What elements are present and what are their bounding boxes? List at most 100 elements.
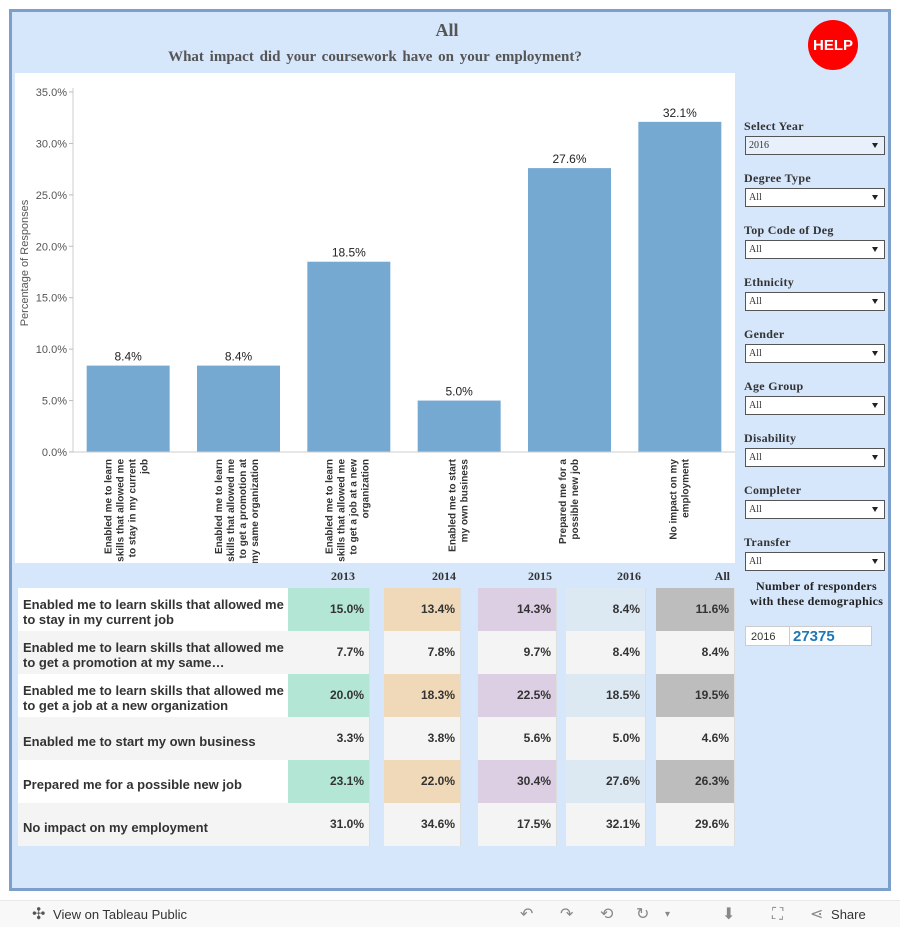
x-tick-label-line: job bbox=[140, 459, 151, 475]
filter-label-select-year: Select Year bbox=[744, 119, 804, 133]
share-button[interactable]: ⋖ Share bbox=[810, 901, 866, 928]
filter-select-disability[interactable]: All bbox=[745, 448, 885, 467]
bar-data-label: 8.4% bbox=[114, 350, 142, 364]
filter-select-gender[interactable]: All bbox=[745, 344, 885, 363]
bar bbox=[528, 168, 611, 452]
table-cell: 14.3% bbox=[478, 588, 557, 631]
download-icon[interactable]: ⬇ bbox=[722, 906, 736, 923]
bars-group: 8.4% 8.4% 18.5% 5.0% 27.6% 32.1% bbox=[86, 106, 722, 453]
table-row-label: Prepared me for a possible new job bbox=[18, 760, 291, 803]
y-tick-label: 20.0% bbox=[36, 241, 67, 253]
pause-chevron-icon[interactable]: ▾ bbox=[665, 909, 671, 920]
bar bbox=[197, 365, 280, 452]
redo-icon[interactable]: ↷ bbox=[560, 906, 574, 923]
tableau-toolbar: ✣ View on Tableau Public ↶ ↷ ⟲ ↻ ▾ ⬇ ⛶ ⋖… bbox=[0, 900, 900, 927]
filter-select-select-year[interactable]: 2016 bbox=[745, 136, 885, 155]
chevron-down-icon bbox=[872, 403, 878, 408]
table-cell: 5.0% bbox=[566, 717, 646, 760]
table-cell: 20.0% bbox=[288, 674, 370, 717]
filter-value: All bbox=[749, 504, 762, 515]
x-tick-label-line: to get a job at a new bbox=[348, 459, 359, 555]
x-tick-label-line: organization bbox=[360, 459, 371, 518]
bar bbox=[417, 400, 501, 452]
filter-select-degree-type[interactable]: All bbox=[745, 188, 885, 207]
revert-icon[interactable]: ⟲ bbox=[600, 906, 614, 923]
filter-label-degree-type: Degree Type bbox=[744, 171, 811, 185]
bar-data-label: 18.5% bbox=[332, 246, 366, 260]
filter-select-completer[interactable]: All bbox=[745, 500, 885, 519]
column-header-2015: 2015 bbox=[528, 569, 552, 583]
table-cell: 8.4% bbox=[656, 631, 735, 674]
filter-value: 2016 bbox=[749, 140, 769, 151]
table-cell: 3.3% bbox=[288, 717, 370, 760]
filter-value: All bbox=[749, 348, 762, 359]
x-tick-label-line: to get a promotion at bbox=[238, 458, 249, 558]
bar-data-label: 8.4% bbox=[225, 350, 253, 364]
y-tick-label: 35.0% bbox=[36, 87, 67, 99]
chevron-down-icon bbox=[872, 559, 878, 564]
filter-label-ethnicity: Ethnicity bbox=[744, 275, 795, 289]
table-row-label: Enabled me to learn skills that allowed … bbox=[18, 588, 291, 631]
filter-select-age-group[interactable]: All bbox=[745, 396, 885, 415]
responders-title: Number of responders with these demograp… bbox=[749, 579, 884, 608]
refresh-icon[interactable]: ↻ bbox=[636, 906, 650, 923]
filter-label-completer: Completer bbox=[744, 483, 802, 497]
view-on-tableau-link[interactable]: ✣ View on Tableau Public bbox=[32, 901, 187, 928]
filter-label-transfer: Transfer bbox=[744, 535, 791, 549]
table-cell: 8.4% bbox=[566, 631, 646, 674]
filter-label-age-group: Age Group bbox=[744, 379, 804, 393]
filter-label-top-code-of-deg: Top Code of Deg bbox=[744, 223, 834, 237]
table-cell: 22.5% bbox=[478, 674, 557, 717]
help-button[interactable]: HELP bbox=[808, 20, 858, 70]
undo-icon[interactable]: ↶ bbox=[520, 906, 534, 923]
bar bbox=[638, 121, 722, 453]
filter-label-gender: Gender bbox=[744, 327, 785, 341]
dashboard-title: All bbox=[435, 20, 459, 40]
table-cell: 31.0% bbox=[288, 803, 370, 846]
table-row-label: Enabled me to start my own business bbox=[18, 717, 291, 760]
table-cell: 3.8% bbox=[384, 717, 461, 760]
chevron-down-icon bbox=[872, 351, 878, 356]
table-cell: 15.0% bbox=[288, 588, 370, 631]
column-header-2014: 2014 bbox=[432, 569, 456, 583]
filter-label-disability: Disability bbox=[744, 431, 797, 445]
table-cell: 18.5% bbox=[566, 674, 646, 717]
y-tick-label: 10.0% bbox=[36, 344, 67, 356]
table-cell: 27.6% bbox=[566, 760, 646, 803]
table-cell: 7.8% bbox=[384, 631, 461, 674]
filter-select-transfer[interactable]: All bbox=[745, 552, 885, 571]
y-axis: 0.0% 5.0% 10.0% 15.0% 20.0% 25.0% 30.0% 35.0% bbox=[36, 87, 74, 459]
x-tick-label-line: possible new job bbox=[570, 459, 581, 540]
filter-value: All bbox=[749, 296, 762, 307]
bar bbox=[307, 261, 391, 452]
x-tick-label-line: skills that allowed me bbox=[336, 459, 347, 562]
x-tick-label: No impact on myemployment bbox=[668, 458, 691, 539]
x-tick-label-line: Enabled me to learn bbox=[104, 459, 115, 554]
responders-count: 27375 bbox=[790, 626, 872, 646]
x-tick-label-line: Enabled me to start bbox=[448, 458, 459, 551]
y-axis-label: Percentage of Responses bbox=[19, 199, 31, 326]
table-cell: 13.4% bbox=[384, 588, 461, 631]
share-icon: ⋖ bbox=[810, 906, 824, 923]
bar-chart-panel: 0.0% 5.0% 10.0% 15.0% 20.0% 25.0% 30.0% 35.0% 8… bbox=[15, 73, 735, 563]
x-tick-label-line: Enabled me to learn bbox=[214, 459, 225, 554]
table-cell: 4.6% bbox=[656, 717, 735, 760]
table-cell: 30.4% bbox=[478, 760, 557, 803]
share-label: Share bbox=[831, 907, 866, 922]
fullscreen-icon[interactable]: ⛶ bbox=[772, 906, 784, 923]
x-tick-label-line: Prepared me for a bbox=[558, 459, 569, 544]
x-tick-label: Prepared me for apossible new job bbox=[558, 459, 581, 544]
filter-value: All bbox=[749, 244, 762, 255]
filter-value: All bbox=[749, 400, 762, 411]
table-row-label: Enabled me to learn skills that allowed … bbox=[18, 631, 291, 674]
table-row-label: No impact on my employment bbox=[18, 803, 291, 846]
filter-select-top-code-of-deg[interactable]: All bbox=[745, 240, 885, 259]
bar bbox=[86, 365, 170, 452]
responders-year: 2016 bbox=[745, 626, 790, 646]
x-tick-label-line: my same organization bbox=[250, 459, 261, 563]
x-tick-label-line: Enabled me to learn bbox=[324, 459, 335, 554]
filter-select-ethnicity[interactable]: All bbox=[745, 292, 885, 311]
x-tick-label: Enabled me to learnskills that allowed m… bbox=[104, 458, 151, 561]
table-cell: 9.7% bbox=[478, 631, 557, 674]
tableau-logo-icon: ✣ bbox=[32, 906, 46, 923]
